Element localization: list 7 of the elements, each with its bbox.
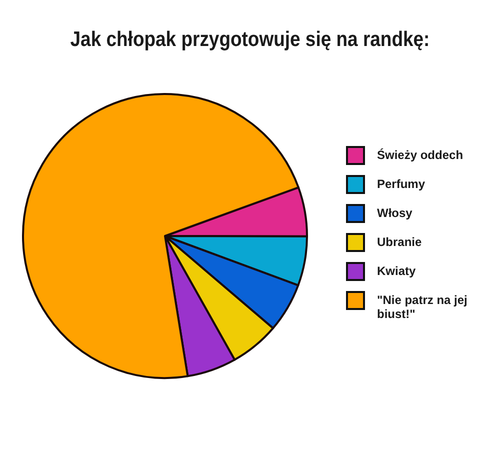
legend-label: Świeży oddech [377, 147, 464, 162]
chart-title: Jak chłopak przygotowuje się na randkę: [69, 28, 431, 52]
legend-label: "Nie patrz na jej biust!" [377, 292, 468, 321]
legend-label: Perfumy [377, 176, 426, 191]
legend-label: Kwiaty [377, 263, 417, 278]
legend-label: Ubranie [377, 234, 423, 249]
legend-label: Włosy [377, 205, 414, 220]
